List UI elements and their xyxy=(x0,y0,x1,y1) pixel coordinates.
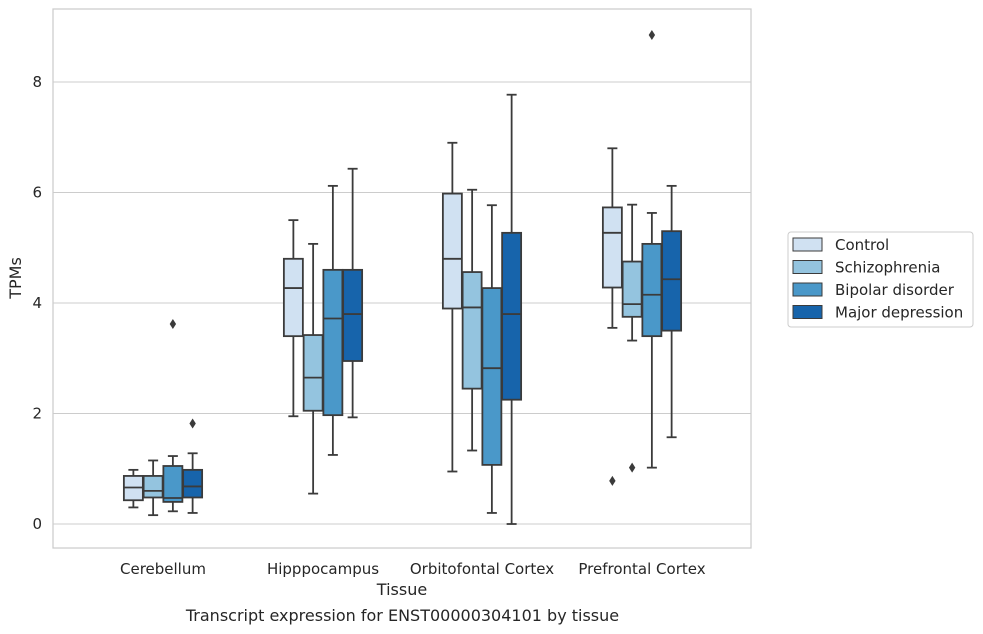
outlier-marker xyxy=(169,318,177,329)
box-3-3 xyxy=(661,184,683,439)
legend-label: Control xyxy=(835,236,889,254)
box-2-0 xyxy=(441,141,463,473)
legend: Control Schizophrenia Bipolar disorder Majo… xyxy=(787,231,974,328)
iqr-box xyxy=(661,230,683,332)
y-axis-ticks: 0 2 4 6 8 xyxy=(32,73,42,533)
iqr-box xyxy=(621,260,643,318)
iqr-box xyxy=(601,206,623,289)
box-3-1 xyxy=(621,203,643,473)
iqr-box xyxy=(441,192,463,310)
box-1-2 xyxy=(322,184,344,456)
iqr-box xyxy=(641,242,663,338)
iqr-box xyxy=(322,268,344,417)
x-axis-ticks: Cerebellum Hipppocampus Orbitofontal Corte… xyxy=(120,560,706,578)
x-tick-label: Cerebellum xyxy=(120,560,206,578)
y-tick-label: 6 xyxy=(32,184,42,202)
y-tick-label: 0 xyxy=(32,515,42,533)
box-0-1 xyxy=(142,459,164,517)
legend-swatch xyxy=(792,237,823,252)
y-tick-label: 2 xyxy=(32,405,42,423)
iqr-box xyxy=(302,334,324,412)
iqr-box xyxy=(342,268,364,362)
box-1-0 xyxy=(282,219,304,418)
gridlines xyxy=(53,81,751,525)
iqr-box xyxy=(501,231,523,401)
y-axis-label: TPMs xyxy=(6,257,25,300)
x-tick-label: Prefrontal Cortex xyxy=(578,560,705,578)
box-2-1 xyxy=(461,188,483,452)
iqr-box xyxy=(282,257,304,338)
box-0-0 xyxy=(122,468,144,509)
legend-frame xyxy=(787,231,974,328)
y-tick-label: 4 xyxy=(32,294,42,312)
outlier-marker xyxy=(628,462,636,473)
iqr-box xyxy=(461,271,483,390)
legend-label: Major depression xyxy=(835,304,963,322)
legend-label: Bipolar disorder xyxy=(835,281,955,299)
x-tick-label: Orbitofontal Cortex xyxy=(410,560,554,578)
box-0-3 xyxy=(182,418,204,514)
iqr-box xyxy=(481,287,503,466)
legend-swatch xyxy=(792,305,823,319)
box-2-3 xyxy=(501,93,523,525)
chart-caption: Transcript expression for ENST0000030410… xyxy=(185,606,620,625)
iqr-box xyxy=(142,475,164,499)
box-3-2 xyxy=(641,30,663,469)
box-3-0 xyxy=(601,147,623,486)
box-0-2 xyxy=(162,318,184,513)
legend-swatch xyxy=(792,260,823,274)
y-tick-label: 8 xyxy=(32,73,42,91)
legend-label: Schizophrenia xyxy=(835,259,940,277)
box-1-3 xyxy=(342,167,364,419)
iqr-box xyxy=(182,468,204,499)
outlier-marker xyxy=(648,30,656,41)
outlier-marker xyxy=(189,418,196,429)
x-tick-label: Hipppocampus xyxy=(267,560,379,578)
box-groups xyxy=(122,30,683,525)
box-1-1 xyxy=(302,242,324,495)
iqr-box xyxy=(162,465,184,503)
plot-frame xyxy=(52,8,752,549)
box-2-2 xyxy=(481,204,503,514)
legend-swatch xyxy=(792,282,823,297)
x-axis-label: Tissue xyxy=(376,580,427,599)
outlier-marker xyxy=(609,475,616,486)
